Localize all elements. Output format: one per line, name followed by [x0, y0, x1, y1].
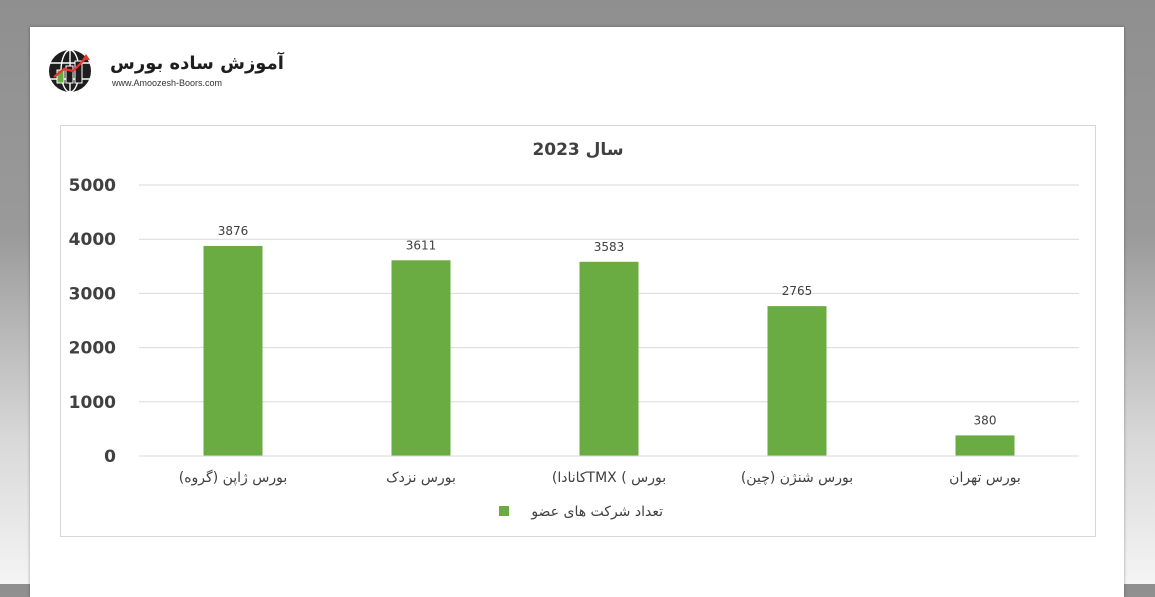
y-tick-label: 1000	[69, 393, 116, 413]
x-tick-label: بورس ) TMXکانادا)	[552, 470, 666, 486]
x-tick-label: بورس نزدک	[386, 470, 456, 486]
globe-chart-icon	[49, 49, 91, 93]
data-label: 2765	[782, 284, 813, 298]
bar	[955, 435, 1015, 456]
brand-url[interactable]: www.Amoozesh-Boors.com	[112, 78, 223, 88]
x-tick-label: بورس تهران	[949, 470, 1021, 486]
bar-chart: سال 2023 0 1000 2000 3000 4000 5000 3876 3611 3…	[69, 140, 1079, 520]
bar	[767, 306, 827, 456]
bar	[203, 245, 263, 456]
data-label: 3583	[594, 240, 625, 254]
x-tick-label: بورس شنژن (چین)	[741, 470, 853, 486]
report-sheet: آموزش ساده بورس www.Amoozesh-Boors.com س…	[30, 27, 1124, 597]
bar	[579, 261, 639, 456]
data-label: 3876	[218, 224, 249, 238]
y-tick-label: 2000	[69, 339, 116, 359]
y-tick-label: 5000	[69, 176, 116, 196]
x-tick-label: بورس ژاپن (گروه)	[179, 469, 288, 486]
legend-label: تعداد شرکت های عضو	[530, 504, 663, 520]
y-tick-label: 3000	[69, 284, 116, 304]
data-label: 380	[974, 413, 997, 427]
chart-area: سال 2023 0 1000 2000 3000 4000 5000 3876 3611 3…	[60, 125, 1096, 537]
data-label: 3611	[406, 238, 437, 252]
chart-title: سال 2023	[532, 140, 623, 160]
bar	[391, 260, 451, 456]
y-tick-label: 4000	[69, 230, 116, 250]
legend-swatch	[499, 506, 509, 516]
y-tick-label: 0	[104, 447, 116, 467]
brand-logo: آموزش ساده بورس www.Amoozesh-Boors.com	[46, 47, 284, 97]
legend: تعداد شرکت های عضو	[499, 504, 663, 520]
brand-name: آموزش ساده بورس	[110, 53, 284, 74]
